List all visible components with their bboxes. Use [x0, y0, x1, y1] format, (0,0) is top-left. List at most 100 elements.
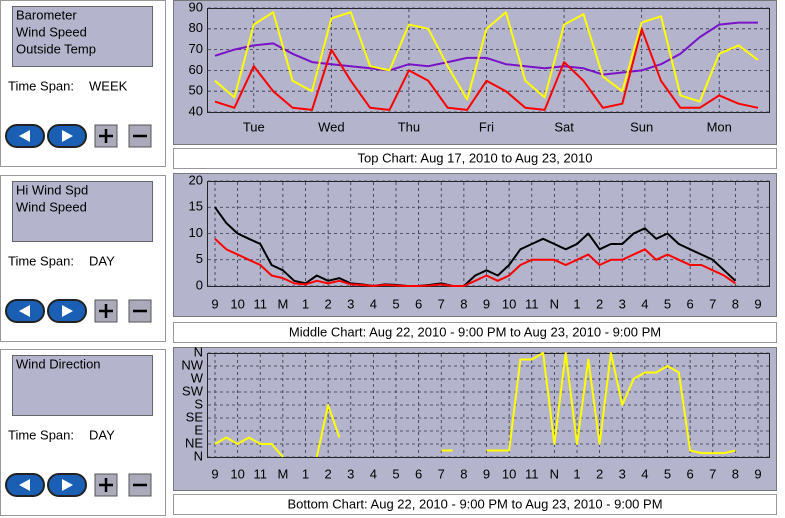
x-tick-label: 6	[415, 296, 422, 311]
x-tick-label: 8	[460, 466, 467, 481]
button-arrow	[62, 479, 73, 491]
x-tick-label: 2	[325, 296, 332, 311]
x-tick-label: Tue	[243, 119, 265, 134]
time-span-label: Time Span:	[8, 253, 74, 268]
x-tick-label: 6	[687, 466, 694, 481]
x-tick-label: 9	[483, 466, 490, 481]
time-span-value: WEEK	[89, 78, 128, 93]
series-line	[214, 27, 759, 111]
button-arrow	[19, 305, 30, 317]
plot-area	[207, 353, 770, 458]
x-tick-label: 10	[502, 296, 516, 311]
x-tick-label: 5	[664, 296, 671, 311]
y-tick-label: 90	[189, 0, 203, 14]
x-tick-label: Sat	[554, 119, 574, 134]
x-tick-label: 5	[392, 296, 399, 311]
y-tick-label: 15	[189, 199, 203, 214]
x-tick-label: N	[550, 296, 559, 311]
x-tick-label: 7	[438, 466, 445, 481]
y-tick-label: NW	[181, 357, 203, 372]
time-span-label: Time Span:	[8, 78, 74, 93]
series-list[interactable]	[12, 6, 153, 67]
y-tick-label: SW	[182, 383, 204, 398]
y-tick-label: 20	[189, 172, 203, 187]
x-tick-label: 9	[754, 296, 761, 311]
x-tick-label: M	[277, 466, 288, 481]
plus-icon	[99, 304, 113, 318]
x-tick-label: 7	[709, 296, 716, 311]
button-arrow	[62, 305, 73, 317]
series-list[interactable]	[12, 181, 153, 242]
series-list-item[interactable]: Hi Wind Spd	[16, 182, 88, 197]
x-tick-label: 8	[732, 466, 739, 481]
series-list-item[interactable]: Barometer	[16, 7, 77, 22]
x-tick-label: M	[277, 296, 288, 311]
x-tick-label: 1	[573, 466, 580, 481]
series-line	[214, 21, 758, 76]
x-tick-label: 3	[347, 296, 354, 311]
series-list-item[interactable]: Wind Speed	[16, 24, 87, 39]
x-tick-label: 11	[525, 296, 539, 311]
x-tick-label: 7	[438, 296, 445, 311]
x-tick-label: 1	[302, 466, 309, 481]
y-tick-label: 50	[189, 83, 203, 98]
x-tick-label: Fri	[479, 119, 494, 134]
caption-box	[173, 148, 777, 169]
x-tick-label: 10	[230, 296, 244, 311]
y-tick-label: W	[191, 370, 204, 385]
y-tick-label: S	[194, 396, 203, 411]
chart-caption: Bottom Chart: Aug 22, 2010 - 9:00 PM to …	[287, 496, 662, 511]
time-span-value: DAY	[89, 253, 115, 268]
x-tick-label: 4	[370, 466, 377, 481]
chart-caption: Middle Chart: Aug 22, 2010 - 9:00 PM to …	[289, 324, 661, 339]
x-tick-label: 10	[230, 466, 244, 481]
x-tick-label: 3	[347, 466, 354, 481]
time-span-label: Time Span:	[8, 427, 74, 442]
x-tick-label: 8	[732, 296, 739, 311]
x-tick-label: Wed	[318, 119, 345, 134]
y-tick-label: N	[194, 344, 203, 359]
y-tick-label: 40	[189, 103, 203, 118]
series-line	[214, 352, 736, 458]
x-tick-label: 2	[325, 466, 332, 481]
x-tick-label: Mon	[707, 119, 732, 134]
x-tick-label: 9	[211, 296, 218, 311]
y-tick-label: 80	[189, 20, 203, 35]
x-tick-label: 11	[254, 296, 268, 311]
x-tick-label: 3	[619, 296, 626, 311]
series-list-item[interactable]: Outside Temp	[16, 41, 96, 56]
y-tick-label: NE	[185, 435, 203, 450]
x-tick-label: 9	[483, 296, 490, 311]
x-tick-label: 5	[392, 466, 399, 481]
series-line	[214, 206, 737, 287]
series-list[interactable]	[12, 355, 153, 416]
x-tick-label: N	[550, 466, 559, 481]
time-span-value: DAY	[89, 427, 115, 442]
y-tick-label: 0	[196, 277, 203, 292]
x-tick-label: 1	[302, 296, 309, 311]
x-tick-label: 11	[254, 466, 268, 481]
series-list-item[interactable]: Wind Speed	[16, 199, 87, 214]
x-tick-label: 6	[687, 296, 694, 311]
x-tick-label: 6	[415, 466, 422, 481]
button-arrow	[19, 479, 30, 491]
plot-area	[207, 181, 770, 287]
plus-icon	[99, 129, 113, 143]
chart-caption: Top Chart: Aug 17, 2010 to Aug 23, 2010	[358, 150, 593, 165]
y-tick-label: N	[194, 448, 203, 463]
x-tick-label: Sun	[630, 119, 653, 134]
y-tick-label: 10	[189, 225, 203, 240]
x-tick-label: 10	[502, 466, 516, 481]
y-tick-label: 70	[189, 41, 203, 56]
y-tick-label: SE	[186, 409, 204, 424]
plus-icon	[99, 478, 113, 492]
series-list-item[interactable]: Wind Direction	[16, 356, 101, 371]
x-tick-label: 11	[525, 466, 539, 481]
y-tick-label: E	[194, 422, 203, 437]
x-tick-label: 9	[754, 466, 761, 481]
x-tick-label: 2	[596, 466, 603, 481]
x-tick-label: 4	[641, 296, 648, 311]
x-tick-label: 1	[573, 296, 580, 311]
x-tick-label: 7	[709, 466, 716, 481]
caption-box	[173, 494, 777, 515]
